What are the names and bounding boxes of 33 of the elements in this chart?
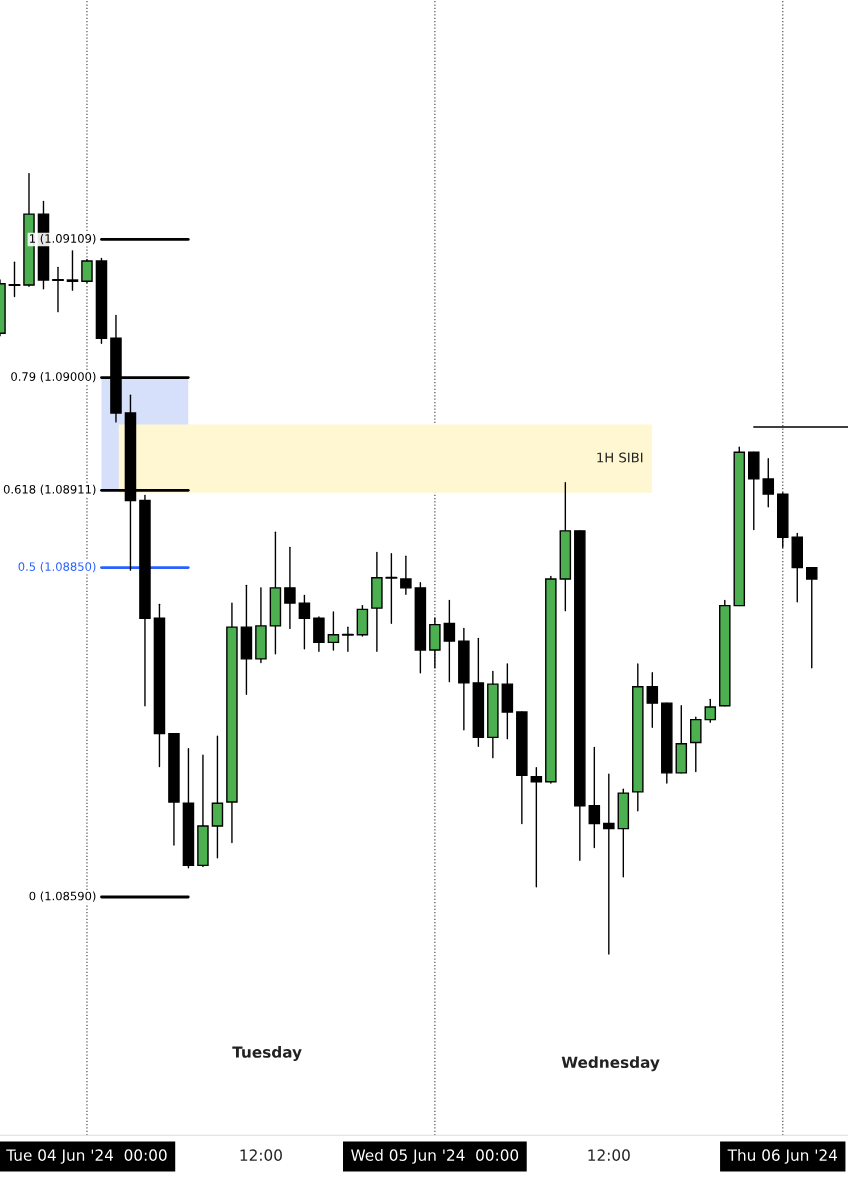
- x-tick-label: 12:00: [240, 1149, 282, 1161]
- ref-line-label: 0.5 (1.08850): [18, 562, 96, 573]
- candlestick: [400, 555, 412, 595]
- candlestick: [327, 611, 340, 651]
- candlestick: [588, 746, 601, 849]
- candlestick: [385, 552, 398, 625]
- candlestick: [81, 259, 93, 284]
- candlestick: [603, 773, 615, 955]
- candlestick: [211, 735, 224, 859]
- annotation: Tuesday: [232, 1046, 302, 1061]
- ref-line-label: 0 (1.08590): [29, 891, 96, 902]
- x-tick-label: Tue 04 Jun '24 00:00: [6, 1149, 167, 1164]
- candlestick: [66, 250, 79, 291]
- ref-line-label: 0.79 (1.09000): [11, 371, 96, 383]
- ref-line-label: 1 (1.09109): [30, 233, 96, 245]
- annotation: Wednesday: [561, 1056, 660, 1072]
- candlestick: [690, 716, 702, 773]
- candlestick: [284, 546, 296, 630]
- candlestick: [443, 599, 456, 683]
- candlestick: [8, 261, 21, 298]
- candlestick: [530, 767, 543, 888]
- candlestick: [704, 698, 717, 723]
- x-tick-label: Thu 06 Jun '24: [727, 1149, 838, 1164]
- x-tick-label: Wed 05 Jun '24 00:00: [351, 1149, 519, 1164]
- candlestick: [298, 594, 311, 650]
- ref-line-label: 0.618 (1.08911): [3, 484, 96, 496]
- candlestick: [646, 672, 659, 728]
- candlestick: [341, 626, 355, 652]
- candlestick: [762, 457, 775, 508]
- candlestick: [51, 266, 65, 313]
- x-tick-label: 12:00: [588, 1149, 630, 1161]
- candlestick: [805, 566, 818, 669]
- band-label: 1H SIBI: [597, 452, 643, 463]
